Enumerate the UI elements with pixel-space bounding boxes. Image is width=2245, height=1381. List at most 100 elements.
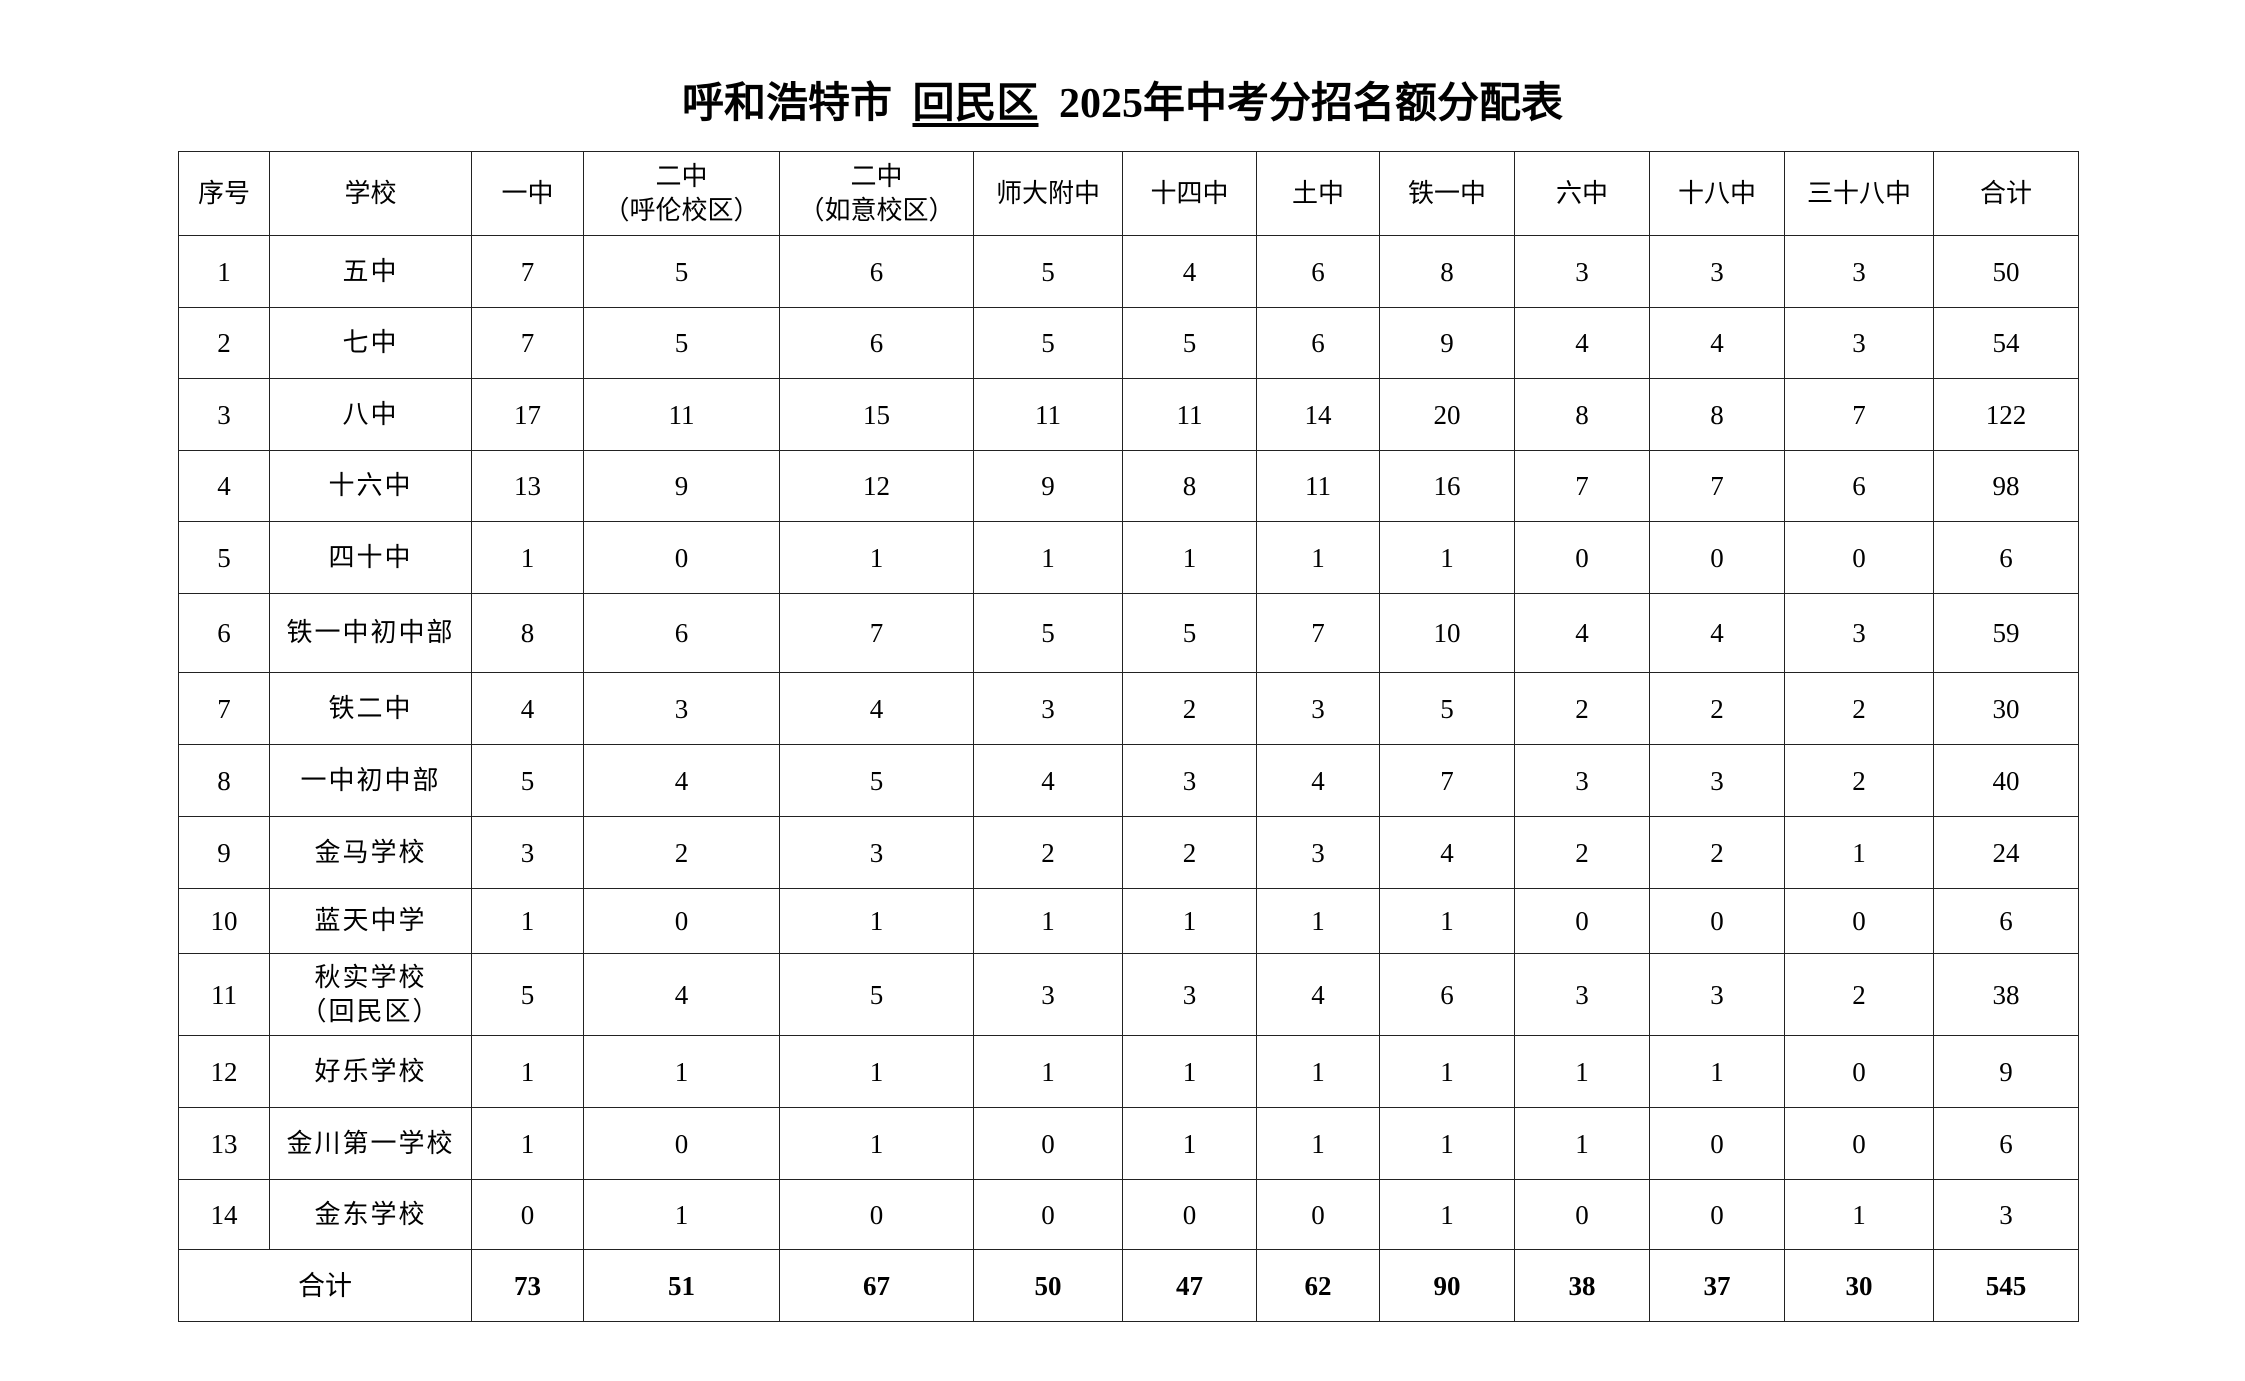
total-cell: 90: [1379, 1249, 1515, 1322]
quota-cell: 3: [471, 816, 584, 889]
row-number-cell: 14: [178, 1179, 270, 1250]
quota-cell: 1: [471, 1035, 584, 1108]
title-prefix: 呼和浩特市: [681, 81, 892, 127]
column-header: 六中: [1514, 151, 1650, 236]
quota-cell: 5: [1379, 672, 1515, 745]
total-cell: 73: [471, 1249, 584, 1322]
quota-cell: 59: [1933, 593, 2079, 673]
quota-cell: 9: [973, 450, 1123, 522]
quota-cell: 11: [973, 378, 1123, 451]
quota-cell: 1: [1256, 1035, 1380, 1108]
school-name-cell: 秋实学校 （回民区）: [269, 953, 472, 1036]
quota-cell: 5: [471, 953, 584, 1036]
quota-cell: 9: [1379, 307, 1515, 379]
quota-cell: 1: [1122, 1107, 1257, 1180]
quota-cell: 5: [583, 307, 780, 379]
quota-cell: 1: [1256, 521, 1380, 594]
row-number-cell: 8: [178, 744, 270, 817]
row-number-cell: 9: [178, 816, 270, 889]
quota-cell: 2: [1122, 816, 1257, 889]
quota-cell: 2: [973, 816, 1123, 889]
total-cell: 50: [973, 1249, 1123, 1322]
total-cell: 47: [1122, 1249, 1257, 1322]
quota-cell: 1: [973, 888, 1123, 954]
quota-cell: 0: [471, 1179, 584, 1250]
quota-cell: 3: [1122, 744, 1257, 817]
quota-cell: 5: [471, 744, 584, 817]
quota-cell: 12: [779, 450, 974, 522]
school-name-cell: 五中: [269, 235, 472, 308]
total-cell: 37: [1649, 1249, 1785, 1322]
quota-cell: 16: [1379, 450, 1515, 522]
quota-cell: 7: [1379, 744, 1515, 817]
quota-cell: 4: [973, 744, 1123, 817]
column-header: 十四中: [1122, 151, 1257, 236]
quota-cell: 4: [583, 744, 780, 817]
quota-cell: 7: [1514, 450, 1650, 522]
quota-cell: 7: [779, 593, 974, 673]
quota-cell: 4: [1649, 307, 1785, 379]
quota-cell: 30: [1933, 672, 2079, 745]
column-header: 二中 （如意校区）: [779, 151, 974, 236]
table-row: 10 蓝天中学 1 0 1 1 1 1 1 0 0 0 6: [178, 888, 2079, 954]
quota-cell: 1: [1256, 1107, 1380, 1180]
total-cell: 62: [1256, 1249, 1380, 1322]
quota-cell: 1: [973, 521, 1123, 594]
column-header: 合计: [1933, 151, 2079, 236]
quota-cell: 0: [1649, 521, 1785, 594]
quota-cell: 4: [1649, 593, 1785, 673]
title-suffix: 2025年中考分招名额分配表: [1059, 81, 1564, 127]
quota-cell: 1: [1514, 1035, 1650, 1108]
quota-cell: 1: [1122, 521, 1257, 594]
school-name-cell: 金川第一学校: [269, 1107, 472, 1180]
quota-cell: 1: [1379, 1179, 1515, 1250]
column-header: 二中 （呼伦校区）: [583, 151, 780, 236]
quota-cell: 1: [1379, 1035, 1515, 1108]
table-row: 14 金东学校 0 1 0 0 0 0 1 0 0 1 3: [178, 1179, 2079, 1250]
school-name-cell: 一中初中部: [269, 744, 472, 817]
quota-cell: 4: [1514, 593, 1650, 673]
quota-cell: 1: [1649, 1035, 1785, 1108]
quota-cell: 11: [583, 378, 780, 451]
row-number-cell: 7: [178, 672, 270, 745]
quota-cell: 10: [1379, 593, 1515, 673]
quota-cell: 11: [1256, 450, 1380, 522]
quota-cell: 9: [583, 450, 780, 522]
table-row: 4 十六中 13 9 12 9 8 11 16 7 7 6 98: [178, 450, 2079, 522]
quota-cell: 1: [1256, 888, 1380, 954]
quota-cell: 1: [583, 1035, 780, 1108]
quota-cell: 4: [1514, 307, 1650, 379]
table-row: 7 铁二中 4 3 4 3 2 3 5 2 2 2 30: [178, 672, 2079, 745]
quota-cell: 2: [1784, 672, 1934, 745]
column-header: 一中: [471, 151, 584, 236]
school-name-cell: 蓝天中学: [269, 888, 472, 954]
quota-cell: 5: [1122, 307, 1257, 379]
quota-cell: 3: [1122, 953, 1257, 1036]
quota-cell: 6: [583, 593, 780, 673]
quota-cell: 1: [779, 1035, 974, 1108]
quota-cell: 7: [471, 235, 584, 308]
quota-cell: 15: [779, 378, 974, 451]
quota-cell: 1: [1784, 816, 1934, 889]
quota-cell: 0: [1514, 888, 1650, 954]
quota-cell: 11: [1122, 378, 1257, 451]
quota-cell: 6: [1256, 307, 1380, 379]
total-cell: 38: [1514, 1249, 1650, 1322]
quota-cell: 24: [1933, 816, 2079, 889]
quota-cell: 6: [1256, 235, 1380, 308]
quota-cell: 4: [1122, 235, 1257, 308]
quota-cell: 38: [1933, 953, 2079, 1036]
quota-cell: 1: [471, 1107, 584, 1180]
quota-cell: 1: [471, 888, 584, 954]
quota-cell: 1: [779, 1107, 974, 1180]
quota-cell: 1: [779, 888, 974, 954]
quota-cell: 1: [1379, 521, 1515, 594]
quota-cell: 6: [1933, 521, 2079, 594]
quota-cell: 5: [1122, 593, 1257, 673]
quota-cell: 8: [471, 593, 584, 673]
quota-cell: 3: [1256, 672, 1380, 745]
table-row: 3 八中 17 11 15 11 11 14 20 8 8 7 122: [178, 378, 2079, 451]
table-row: 5 四十中 1 0 1 1 1 1 1 0 0 0 6: [178, 521, 2079, 594]
quota-cell: 0: [583, 888, 780, 954]
quota-cell: 0: [1514, 1179, 1650, 1250]
